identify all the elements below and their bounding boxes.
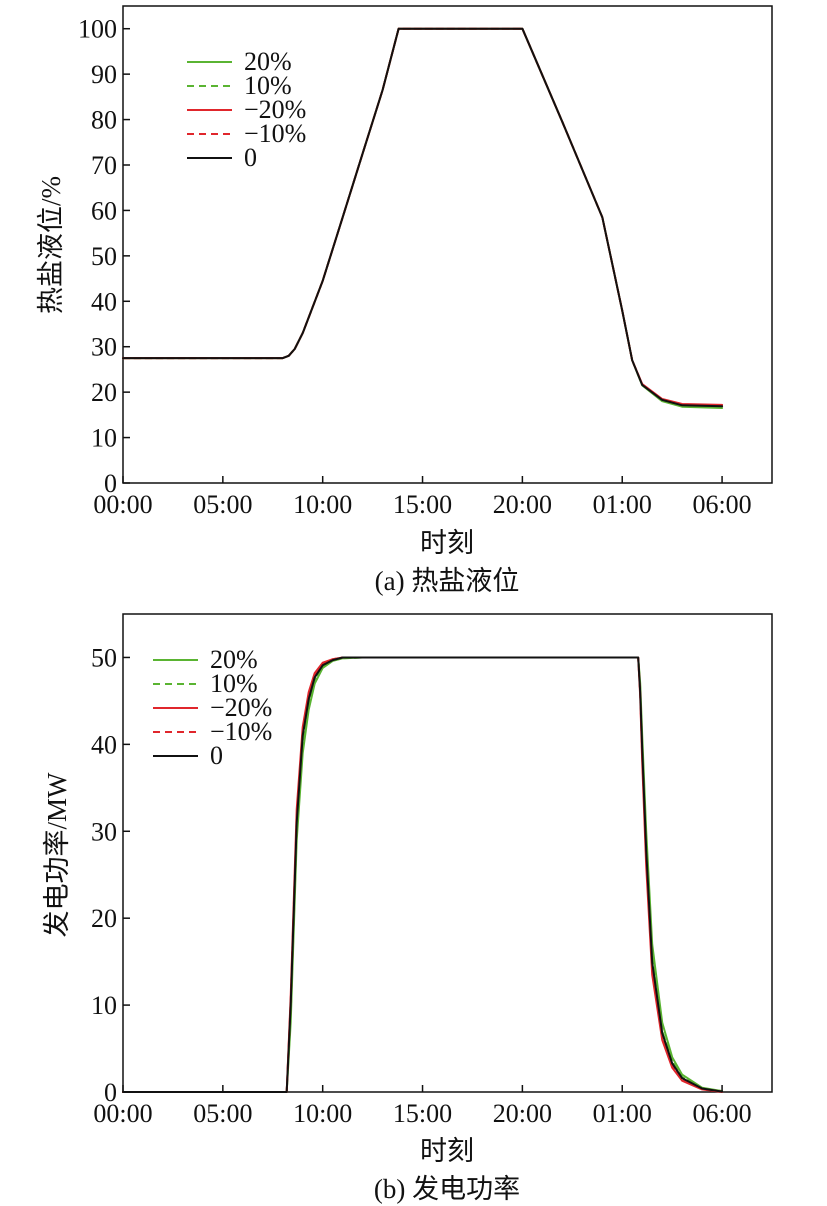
chart-a-series-line	[122, 27, 724, 408]
chart-a-y-tick-label: 60	[91, 196, 117, 225]
chart-a-caption: (a) 热盐液位	[375, 566, 520, 596]
chart-a-y-tick-label: 30	[91, 333, 117, 362]
chart-a-x-tick-label: 10:00	[293, 490, 352, 519]
chart-b: 0 10 20 30 40 50 00:00 05:00 10:00 15:00 20:00 01:…	[42, 613, 773, 1204]
chart-a-y-tick-label: 90	[91, 60, 117, 89]
chart-b-x-tick-label: 15:00	[393, 1099, 452, 1128]
chart-b-y-axis-label: 发电功率/MW	[42, 772, 72, 938]
chart-b-legend-label: −20%	[210, 693, 272, 722]
chart-a-legend-label: −20%	[244, 95, 306, 124]
chart-a-plot-frame	[122, 5, 773, 484]
chart-b-x-axis-label: 时刻	[420, 1136, 474, 1166]
chart-a-x-tick-label: 00:00	[93, 490, 152, 519]
chart-a-y-tick-label: 50	[91, 242, 117, 271]
chart-b-x-ticks: 00:00 05:00 10:00 15:00 20:00 01:00 06:00	[93, 1085, 752, 1128]
chart-a-legend-label: 0	[244, 143, 257, 172]
chart-a-y-ticks: 0 10 20 30 40 50 60 70 80 90 100	[78, 15, 130, 498]
chart-b-x-tick-label: 20:00	[493, 1099, 552, 1128]
chart-b-x-tick-label: 00:00	[93, 1099, 152, 1128]
chart-a-x-tick-label: 01:00	[593, 490, 652, 519]
chart-a-x-tick-label: 06:00	[692, 490, 751, 519]
chart-b-y-ticks: 0 10 20 30 40 50	[91, 643, 130, 1107]
chart-b-series-group	[122, 656, 724, 1093]
chart-b-legend-label: 10%	[210, 669, 258, 698]
chart-b-x-tick-label: 06:00	[692, 1099, 751, 1128]
chart-a-y-tick-label: 0	[104, 469, 117, 498]
chart-b-x-tick-label: 10:00	[293, 1099, 352, 1128]
chart-a-x-tick-label: 05:00	[193, 490, 252, 519]
chart-a-x-tick-label: 15:00	[393, 490, 452, 519]
chart-b-plot-frame	[122, 613, 773, 1093]
chart-b-y-tick-label: 0	[104, 1078, 117, 1107]
chart-b-y-tick-label: 10	[91, 991, 117, 1020]
chart-a-y-tick-label: 20	[91, 378, 117, 407]
chart-b-caption: (b) 发电功率	[374, 1174, 520, 1204]
chart-a-y-tick-label: 40	[91, 287, 117, 316]
chart-b-y-tick-label: 50	[91, 643, 117, 672]
chart-a-y-axis-label: 热盐液位/%	[36, 176, 66, 314]
chart-a-series-group	[122, 27, 724, 409]
chart-b-y-tick-label: 40	[91, 730, 117, 759]
chart-b-legend: 20%10%−20%−10%0	[153, 645, 272, 770]
chart-b-x-tick-label: 01:00	[593, 1099, 652, 1128]
chart-a-legend-label: 20%	[244, 47, 292, 76]
chart-b-series-line	[122, 656, 724, 1093]
chart-b-legend-label: 20%	[210, 645, 258, 674]
chart-a-y-tick-label: 10	[91, 424, 117, 453]
chart-a-x-ticks: 00:00 05:00 10:00 15:00 20:00 01:00 06:00	[93, 476, 752, 519]
chart-b-y-tick-label: 20	[91, 904, 117, 933]
chart-a-y-tick-label: 100	[78, 15, 117, 44]
chart-b-y-tick-label: 30	[91, 817, 117, 846]
chart-a-y-tick-label: 70	[91, 151, 117, 180]
chart-b-legend-label: 0	[210, 741, 223, 770]
chart-a-x-axis-label: 时刻	[420, 528, 474, 558]
chart-a-y-tick-label: 80	[91, 106, 117, 135]
chart-a-legend-label: −10%	[244, 119, 306, 148]
chart-b-legend-label: −10%	[210, 717, 272, 746]
chart-a-x-tick-label: 20:00	[493, 490, 552, 519]
chart-a-legend-label: 10%	[244, 71, 292, 100]
chart-a-legend: 20%10%−20%−10%0	[187, 47, 306, 172]
chart-b-x-tick-label: 05:00	[193, 1099, 252, 1128]
chart-a: 0 10 20 30 40 50 60 70 80 90 100 00:00 05:00 10:00 15…	[36, 5, 773, 596]
